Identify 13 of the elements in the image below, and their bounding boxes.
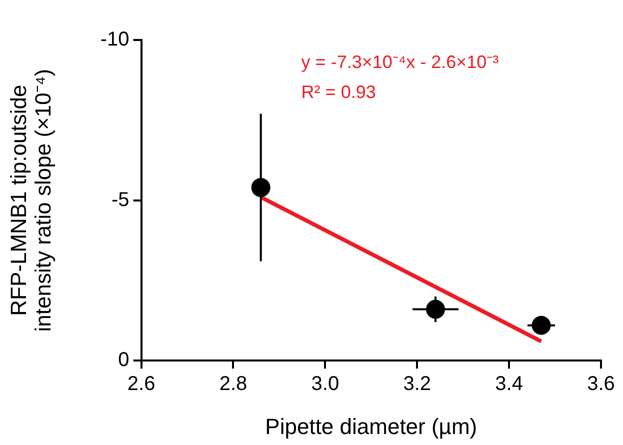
y-tick-label: -10 (100, 28, 130, 51)
y-tick-label: -5 (112, 188, 130, 211)
y-axis-title: RFP-LMNB1 tip:outside intensity ratio slope (×10⁻⁴) (6, 68, 56, 332)
annotation: R² = 0.93 (301, 82, 376, 102)
annotation: y = -7.3×10⁻⁴x - 2.6×10⁻³ (301, 52, 499, 72)
y-tick-label: 0 (118, 349, 130, 372)
x-tick-label: 3.4 (495, 373, 523, 396)
x-tick-label: 3.6 (587, 373, 615, 396)
x-tick-label: 3.0 (311, 373, 340, 396)
x-axis-title: Pipette diameter (µm) (265, 414, 478, 439)
x-tick-label: 3.2 (403, 373, 432, 396)
x-tick-label: 2.8 (219, 373, 248, 396)
x-tick-label: 2.6 (127, 373, 156, 396)
